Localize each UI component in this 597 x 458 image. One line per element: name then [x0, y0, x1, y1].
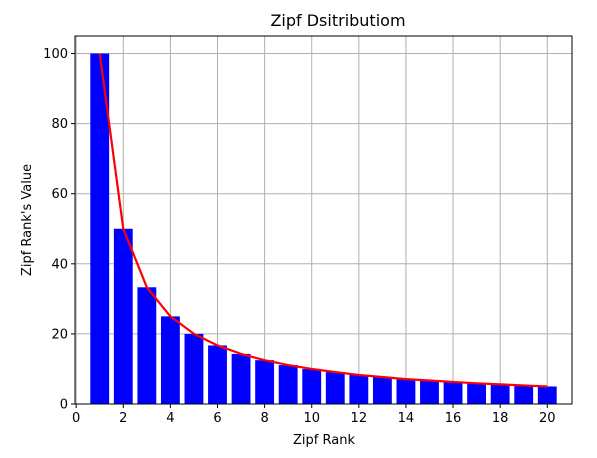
x-tick-label: 8	[260, 411, 268, 426]
chart-title: Zipf Dsitributiom	[270, 11, 405, 30]
y-axis-ticks: 0 20 40 60 80 100	[43, 47, 75, 413]
x-tick-label: 20	[539, 411, 556, 426]
bar	[208, 345, 227, 404]
bar	[231, 353, 251, 404]
x-tick-label: 6	[213, 411, 221, 426]
y-tick-label: 80	[51, 117, 68, 132]
x-tick-label: 4	[166, 411, 174, 426]
x-tick-label: 2	[119, 411, 127, 426]
bars	[90, 53, 557, 405]
bar	[514, 385, 534, 404]
bar	[113, 228, 133, 404]
x-axis-ticks: 0 2 4 6 8 10 12 14 16 18 20	[72, 404, 556, 426]
bar	[443, 381, 463, 404]
bar	[255, 360, 275, 404]
x-tick-label: 0	[72, 411, 80, 426]
bar	[184, 333, 204, 404]
y-axis-label: Zipf Rank's Value	[20, 164, 35, 276]
x-tick-label: 14	[398, 411, 415, 426]
x-tick-label: 18	[492, 411, 509, 426]
y-tick-label: 100	[43, 47, 68, 62]
bar	[325, 372, 345, 404]
bar	[372, 377, 392, 404]
bar	[349, 374, 369, 404]
plot-frame	[74, 35, 573, 405]
bar	[278, 365, 298, 404]
fit-line	[98, 53, 548, 388]
bar	[396, 379, 416, 404]
bar	[420, 380, 439, 404]
y-tick-label: 0	[60, 398, 68, 413]
bar	[90, 53, 110, 405]
y-tick-label: 60	[51, 187, 68, 202]
x-tick-label: 10	[303, 411, 320, 426]
bar	[137, 287, 157, 404]
x-tick-label: 12	[351, 411, 368, 426]
bar	[467, 383, 487, 404]
y-tick-label: 40	[51, 257, 68, 272]
y-tick-label: 20	[51, 327, 68, 342]
bar	[490, 384, 510, 404]
x-tick-label: 16	[445, 411, 462, 426]
grid	[75, 36, 572, 405]
bar	[302, 368, 322, 404]
x-axis-label: Zipf Rank	[293, 433, 355, 448]
bar	[160, 316, 180, 404]
fit-line-layer	[98, 53, 548, 388]
bar	[537, 386, 557, 404]
